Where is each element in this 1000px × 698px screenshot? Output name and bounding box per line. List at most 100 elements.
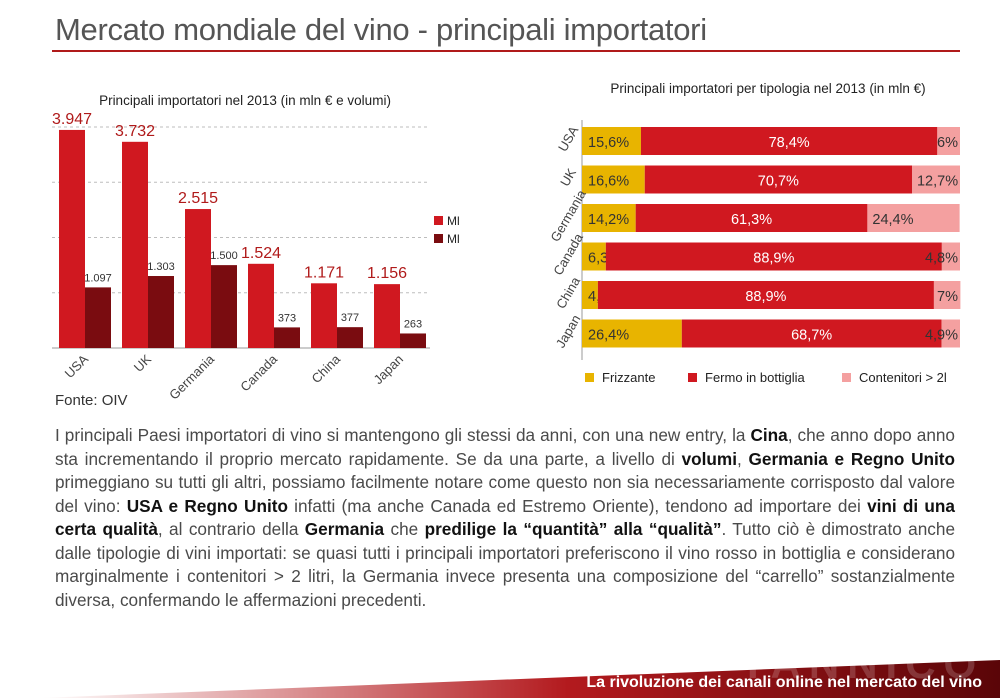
data-label: 3.947: [52, 111, 92, 128]
paragraph-text: ,: [736, 448, 749, 469]
data-label: 26,4%: [588, 328, 629, 344]
paragraph-emphasis: predilige la “quantità” alla “qualità”: [424, 519, 722, 539]
analysis-paragraph: I principali Paesi importatori di vino s…: [55, 424, 955, 612]
data-label: 16,6%: [588, 174, 629, 190]
legend-label: Mln Hl: [447, 232, 460, 246]
paragraph-text: che: [384, 519, 425, 539]
paragraph-text: , che anno dopo anno sta incrementando i…: [55, 425, 955, 469]
legend-label: Fermo in bottiglia: [705, 370, 805, 385]
data-label: 377: [341, 312, 359, 324]
data-label: 88,9%: [745, 289, 786, 305]
bar-volume-canada: [274, 327, 300, 348]
segment-contenitori-china: [933, 281, 961, 309]
importers-bar-chart: Principali importatori nel 2013 (in mln …: [52, 93, 460, 400]
legend-label: Mln €: [447, 214, 460, 228]
paragraph-emphasis: Germania: [304, 519, 385, 539]
data-label: 7%: [937, 289, 958, 305]
segment-frizzante-japan: [582, 319, 682, 348]
tick-label: UK: [131, 351, 155, 375]
tick-label: China: [553, 274, 583, 312]
source-note: Fonte: OIV: [55, 392, 128, 409]
data-label: 263: [404, 318, 422, 330]
data-label: 1.156: [367, 265, 407, 282]
data-label: 6%: [937, 135, 958, 151]
title-divider: [52, 50, 960, 52]
paragraph-emphasis: USA e Regno Unito: [126, 495, 288, 516]
segment-fermo-uk: [644, 165, 912, 194]
data-label: 4,9%: [925, 328, 958, 344]
legend-swatch: [434, 234, 443, 243]
paragraph-emphasis: Germania e Regno Unito: [748, 448, 955, 469]
data-label: 1.500: [210, 250, 238, 262]
importers-type-stacked-chart: Principali importatori per tipologia nel…: [547, 81, 961, 385]
tick-label: USA: [555, 123, 582, 154]
tick-label: UK: [557, 165, 579, 188]
data-label: 12,7%: [917, 174, 958, 190]
data-label: 88,9%: [753, 251, 794, 267]
bar-volume-uk: [148, 276, 174, 348]
bar-volume-japan: [400, 333, 426, 348]
data-label: 1.524: [241, 245, 281, 262]
tick-label: China: [308, 351, 343, 386]
paragraph-emphasis: volumi: [681, 448, 737, 469]
data-label: 68,7%: [791, 328, 832, 344]
segment-contenitori-japan: [941, 319, 960, 348]
legend-label: Frizzante: [602, 370, 655, 385]
data-label: 373: [278, 312, 296, 324]
legend-swatch: [842, 373, 851, 382]
legend-swatch: [585, 373, 594, 382]
paragraph-text: , al contrario della: [157, 519, 305, 539]
legend-label: Contenitori > 2l: [859, 370, 947, 385]
legend-swatch: [688, 373, 697, 382]
segment-frizzante-china: [582, 281, 598, 309]
segment-frizzante-germania: [582, 204, 636, 232]
tick-label: Japan: [370, 352, 406, 388]
segment-frizzante-uk: [582, 165, 645, 194]
legend-swatch: [434, 216, 443, 225]
data-label: 15,6%: [588, 135, 629, 151]
segment-contenitori-canada: [941, 242, 960, 271]
paragraph-text: primeggiano su tutti gli altri, possiamo…: [55, 472, 955, 516]
footer-caption: La rivoluzione dei canali online nel mer…: [586, 674, 982, 691]
paragraph-emphasis: vini di una certa qualità: [55, 495, 955, 540]
data-label: 1.303: [147, 261, 175, 273]
tick-label: Germania: [166, 351, 218, 400]
footer-band: [40, 660, 1000, 698]
segment-fermo-japan: [681, 319, 942, 348]
segment-frizzante-canada: [582, 242, 606, 271]
paragraph-emphasis: Cina: [750, 425, 788, 445]
paragraph-text: I principali Paesi importatori di vino s…: [55, 425, 751, 445]
bar-value-china: [311, 283, 337, 348]
bar-value-japan: [374, 284, 400, 348]
tick-label: USA: [62, 351, 92, 381]
data-label: 1.097: [84, 272, 112, 284]
data-label: 2.515: [178, 190, 218, 207]
segment-fermo-usa: [640, 127, 938, 155]
bar-value-canada: [248, 263, 274, 348]
segment-contenitori-usa: [937, 127, 960, 155]
data-label: 61,3%: [731, 212, 772, 228]
data-label: 24,4%: [872, 212, 913, 228]
brand-watermark: TANNICO: [740, 640, 985, 687]
tick-label: Canada: [237, 351, 280, 394]
segment-contenitori-uk: [911, 165, 960, 194]
data-label: 78,4%: [769, 135, 810, 151]
data-label: 3.732: [115, 123, 155, 140]
segment-fermo-china: [597, 281, 934, 309]
bar-volume-germania: [211, 265, 237, 348]
segment-fermo-canada: [605, 242, 942, 271]
bar-volume-china: [337, 327, 363, 348]
bar-value-germania: [185, 209, 211, 348]
segment-frizzante-usa: [582, 127, 641, 155]
segment-fermo-germania: [635, 204, 868, 232]
data-label: 1.171: [304, 264, 344, 281]
paragraph-text: . Tutto ciò è dimostrato anche dalle tip…: [55, 519, 956, 610]
bar-volume-usa: [85, 287, 111, 348]
data-label: 14,2%: [588, 212, 629, 228]
bar-value-usa: [59, 129, 85, 348]
bar-value-uk: [122, 141, 148, 348]
paragraph-text: infatti (ma anche Canada ed Estremo Orie…: [287, 495, 868, 516]
data-label: 4,8%: [925, 251, 958, 267]
tick-label: Japan: [553, 312, 584, 350]
segment-contenitori-germania: [867, 204, 960, 232]
